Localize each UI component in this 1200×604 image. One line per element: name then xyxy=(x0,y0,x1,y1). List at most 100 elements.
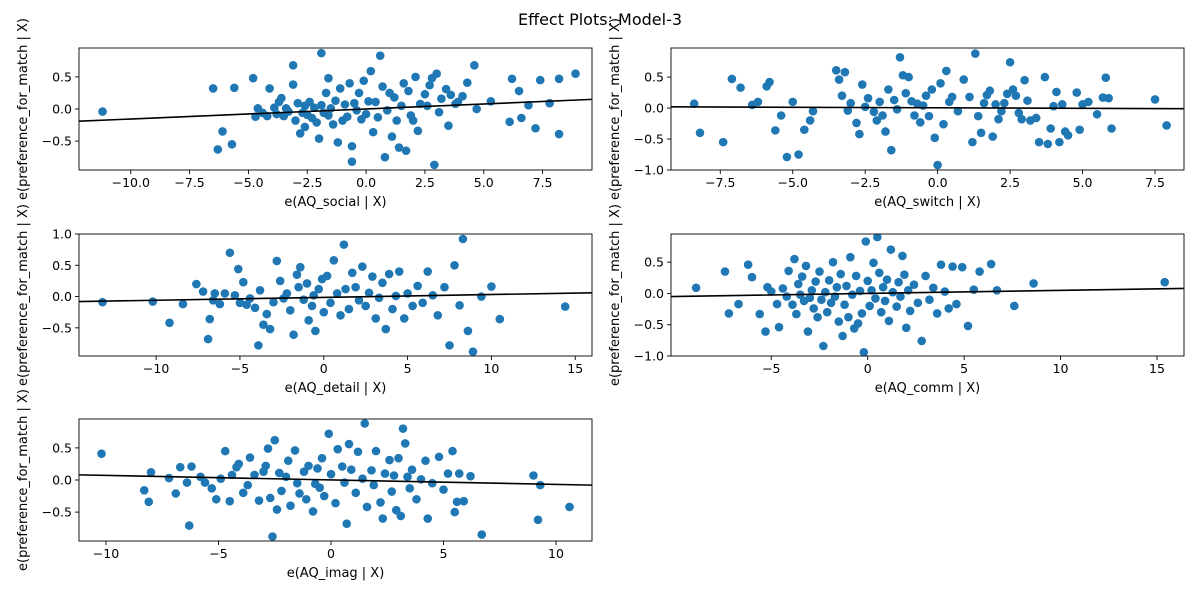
data-point xyxy=(307,301,317,311)
data-point xyxy=(400,439,410,448)
data-point xyxy=(968,137,977,147)
data-point xyxy=(863,93,873,103)
figure-title: Effect Plots: Model-3 xyxy=(517,10,683,29)
x-tick-label: 0 xyxy=(327,546,335,561)
data-point xyxy=(792,309,801,319)
data-point xyxy=(1020,75,1029,85)
x-tick-label: 5 xyxy=(960,361,968,376)
data-point xyxy=(747,272,757,282)
x-tick-label: 15 xyxy=(567,361,583,376)
data-point xyxy=(225,248,235,258)
data-point xyxy=(292,270,302,279)
data-point xyxy=(468,347,478,356)
data-point xyxy=(918,101,928,110)
data-point xyxy=(352,105,361,115)
data-point xyxy=(314,284,324,294)
data-point xyxy=(198,287,208,296)
data-point xyxy=(139,485,149,495)
data-point xyxy=(691,283,701,293)
data-point xyxy=(932,309,942,318)
data-point xyxy=(853,319,863,328)
data-point xyxy=(826,298,836,308)
data-point xyxy=(317,100,326,110)
data-point xyxy=(398,424,408,433)
x-tick-label: 0.0 xyxy=(356,175,376,190)
data-point xyxy=(418,298,427,308)
data-point xyxy=(997,106,1006,116)
data-point xyxy=(1052,87,1061,97)
data-point xyxy=(350,98,359,108)
data-point xyxy=(394,453,403,463)
data-point xyxy=(1043,139,1053,149)
data-point xyxy=(788,97,798,107)
data-point xyxy=(238,277,248,287)
data-point xyxy=(272,256,282,266)
data-point xyxy=(505,117,514,127)
data-point xyxy=(218,127,227,136)
data-point xyxy=(529,471,538,480)
data-point xyxy=(413,281,422,291)
data-point xyxy=(1046,124,1055,133)
data-point xyxy=(800,125,809,135)
data-point xyxy=(900,270,909,279)
data-point xyxy=(988,132,998,141)
data-point xyxy=(293,98,303,108)
x-tick-label: 0 xyxy=(320,361,328,376)
subplot-5: −10 −5 0 5 10 −0.5 0.0 0.5 e(AQ_imag | X) e(prefe… xyxy=(16,389,593,581)
data-point xyxy=(373,113,383,122)
data-point xyxy=(933,160,942,170)
data-point xyxy=(283,456,293,466)
x-tick-label: −5 xyxy=(762,361,780,376)
data-point xyxy=(250,470,259,480)
data-point xyxy=(819,341,828,351)
scatter-points xyxy=(691,234,1170,356)
x-axis-label: e(AQ_switch | X) xyxy=(874,195,981,210)
data-point xyxy=(319,491,329,501)
data-point xyxy=(869,107,879,117)
x-tick-label: 5.0 xyxy=(474,175,494,190)
data-point xyxy=(353,447,363,457)
data-point xyxy=(413,126,423,136)
data-point xyxy=(452,497,462,507)
data-point xyxy=(953,106,963,116)
x-tick-label: 5 xyxy=(440,546,448,561)
data-point xyxy=(842,281,851,291)
data-point xyxy=(347,141,357,151)
data-point xyxy=(857,80,867,89)
data-point xyxy=(524,100,533,110)
data-point xyxy=(994,114,1003,124)
data-point xyxy=(560,302,570,311)
data-point xyxy=(815,267,824,276)
data-point xyxy=(1000,98,1009,108)
data-point xyxy=(959,75,969,84)
data-point xyxy=(238,488,248,498)
data-point xyxy=(905,306,915,316)
y-tick-label: 0.0 xyxy=(52,289,72,304)
data-point xyxy=(1075,125,1084,135)
data-point xyxy=(878,282,888,292)
y-tick-label: −1.0 xyxy=(634,163,664,178)
data-point xyxy=(200,478,210,487)
data-point xyxy=(1063,131,1073,140)
data-point xyxy=(507,74,517,84)
y-tick-label: −1.0 xyxy=(634,349,664,364)
data-point xyxy=(514,86,524,96)
data-point xyxy=(487,282,496,291)
data-point xyxy=(360,419,370,428)
data-point xyxy=(423,267,433,276)
data-point xyxy=(399,314,409,323)
data-point xyxy=(463,326,473,336)
data-point xyxy=(809,304,819,313)
data-point xyxy=(979,98,989,108)
data-point xyxy=(965,92,974,102)
data-point xyxy=(371,97,380,107)
data-point xyxy=(495,314,505,324)
data-point xyxy=(285,306,295,315)
data-point xyxy=(265,84,274,93)
data-point xyxy=(761,327,770,336)
data-point xyxy=(1011,91,1021,100)
axes-frame xyxy=(78,233,593,357)
data-point xyxy=(880,296,890,306)
x-tick-label: −10 xyxy=(93,546,119,561)
data-point xyxy=(784,266,793,276)
